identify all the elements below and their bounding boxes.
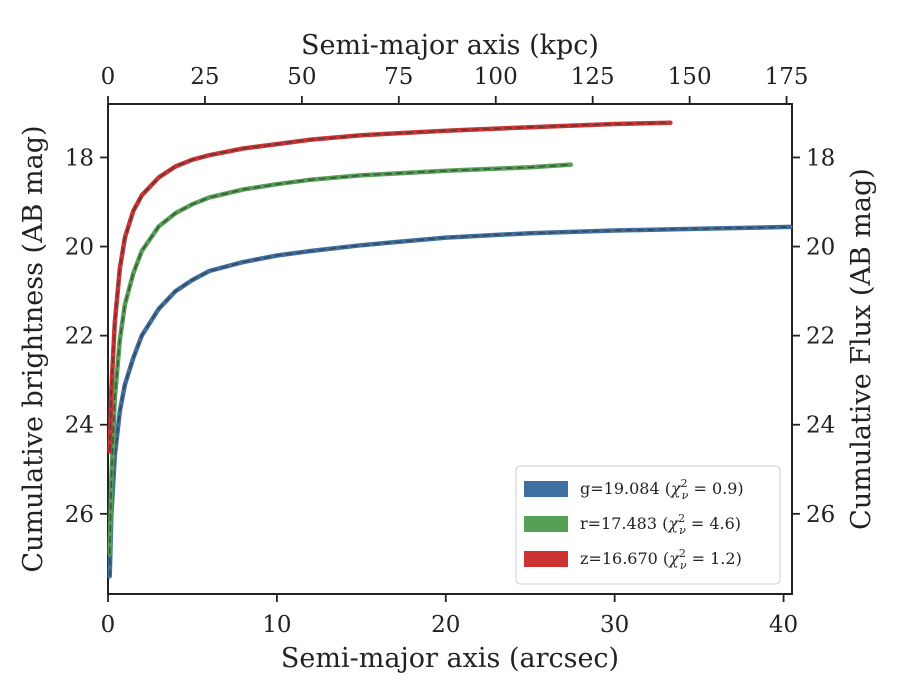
x-tick-label: 10 [262, 612, 291, 638]
y-axis-title: Cumulative brightness (AB mag) [18, 125, 49, 572]
x2-tick-label: 175 [765, 64, 809, 90]
model-line-r [108, 163, 571, 554]
y2-tick-label: 24 [806, 413, 835, 439]
x-tick-label: 40 [769, 612, 798, 638]
legend: g=19.084 (χ2 ν = 0.9) r=17.483 (χ2 ν = 4.6)… [515, 465, 781, 585]
legend-swatch-r [524, 516, 568, 532]
y2-tick-label: 22 [806, 324, 835, 350]
y2-axis-title: Cumulative Flux (AB mag) [846, 168, 877, 530]
x2-tick-label: 25 [190, 64, 219, 90]
model-line-z [108, 121, 671, 452]
x2-tick-label: 150 [668, 64, 712, 90]
x-tick-label: 0 [101, 612, 116, 638]
y-tick-label: 18 [65, 145, 94, 171]
ticks-layer: 0 10 20 30 40 0 25 50 75 100 125 150 175 18 20 22 24 26 18… [65, 64, 836, 638]
x-axis-title: Semi-major axis (arcsec) [281, 643, 619, 674]
legend-label-g: g=19.084 (χ2 ν = 0.9) [580, 477, 744, 502]
x2-tick-label: 75 [384, 64, 413, 90]
x2-axis-title: Semi-major axis (kpc) [301, 30, 599, 61]
x-tick-label: 20 [431, 612, 460, 638]
legend-swatch-z [524, 551, 568, 567]
model-line-g [108, 226, 791, 577]
legend-label-r: r=17.483 (χ2 ν = 4.6) [580, 512, 741, 537]
legend-box [515, 465, 781, 585]
y2-tick-label: 26 [806, 502, 835, 528]
x2-tick-label: 100 [474, 64, 518, 90]
x2-tick-label: 50 [287, 64, 316, 90]
y2-tick-label: 20 [806, 235, 835, 261]
x2-tick-label: 125 [571, 64, 615, 90]
y2-tick-label: 18 [806, 145, 835, 171]
x-tick-label: 30 [600, 612, 629, 638]
y-tick-label: 22 [65, 324, 94, 350]
x2-tick-label: 0 [101, 64, 116, 90]
y-tick-label: 26 [65, 502, 94, 528]
legend-swatch-g [524, 481, 568, 497]
legend-label-z: z=16.670 (χ2 ν = 1.2) [580, 547, 742, 572]
y-tick-label: 24 [65, 413, 94, 439]
y-tick-label: 20 [65, 235, 94, 261]
series-layer [107, 120, 793, 579]
